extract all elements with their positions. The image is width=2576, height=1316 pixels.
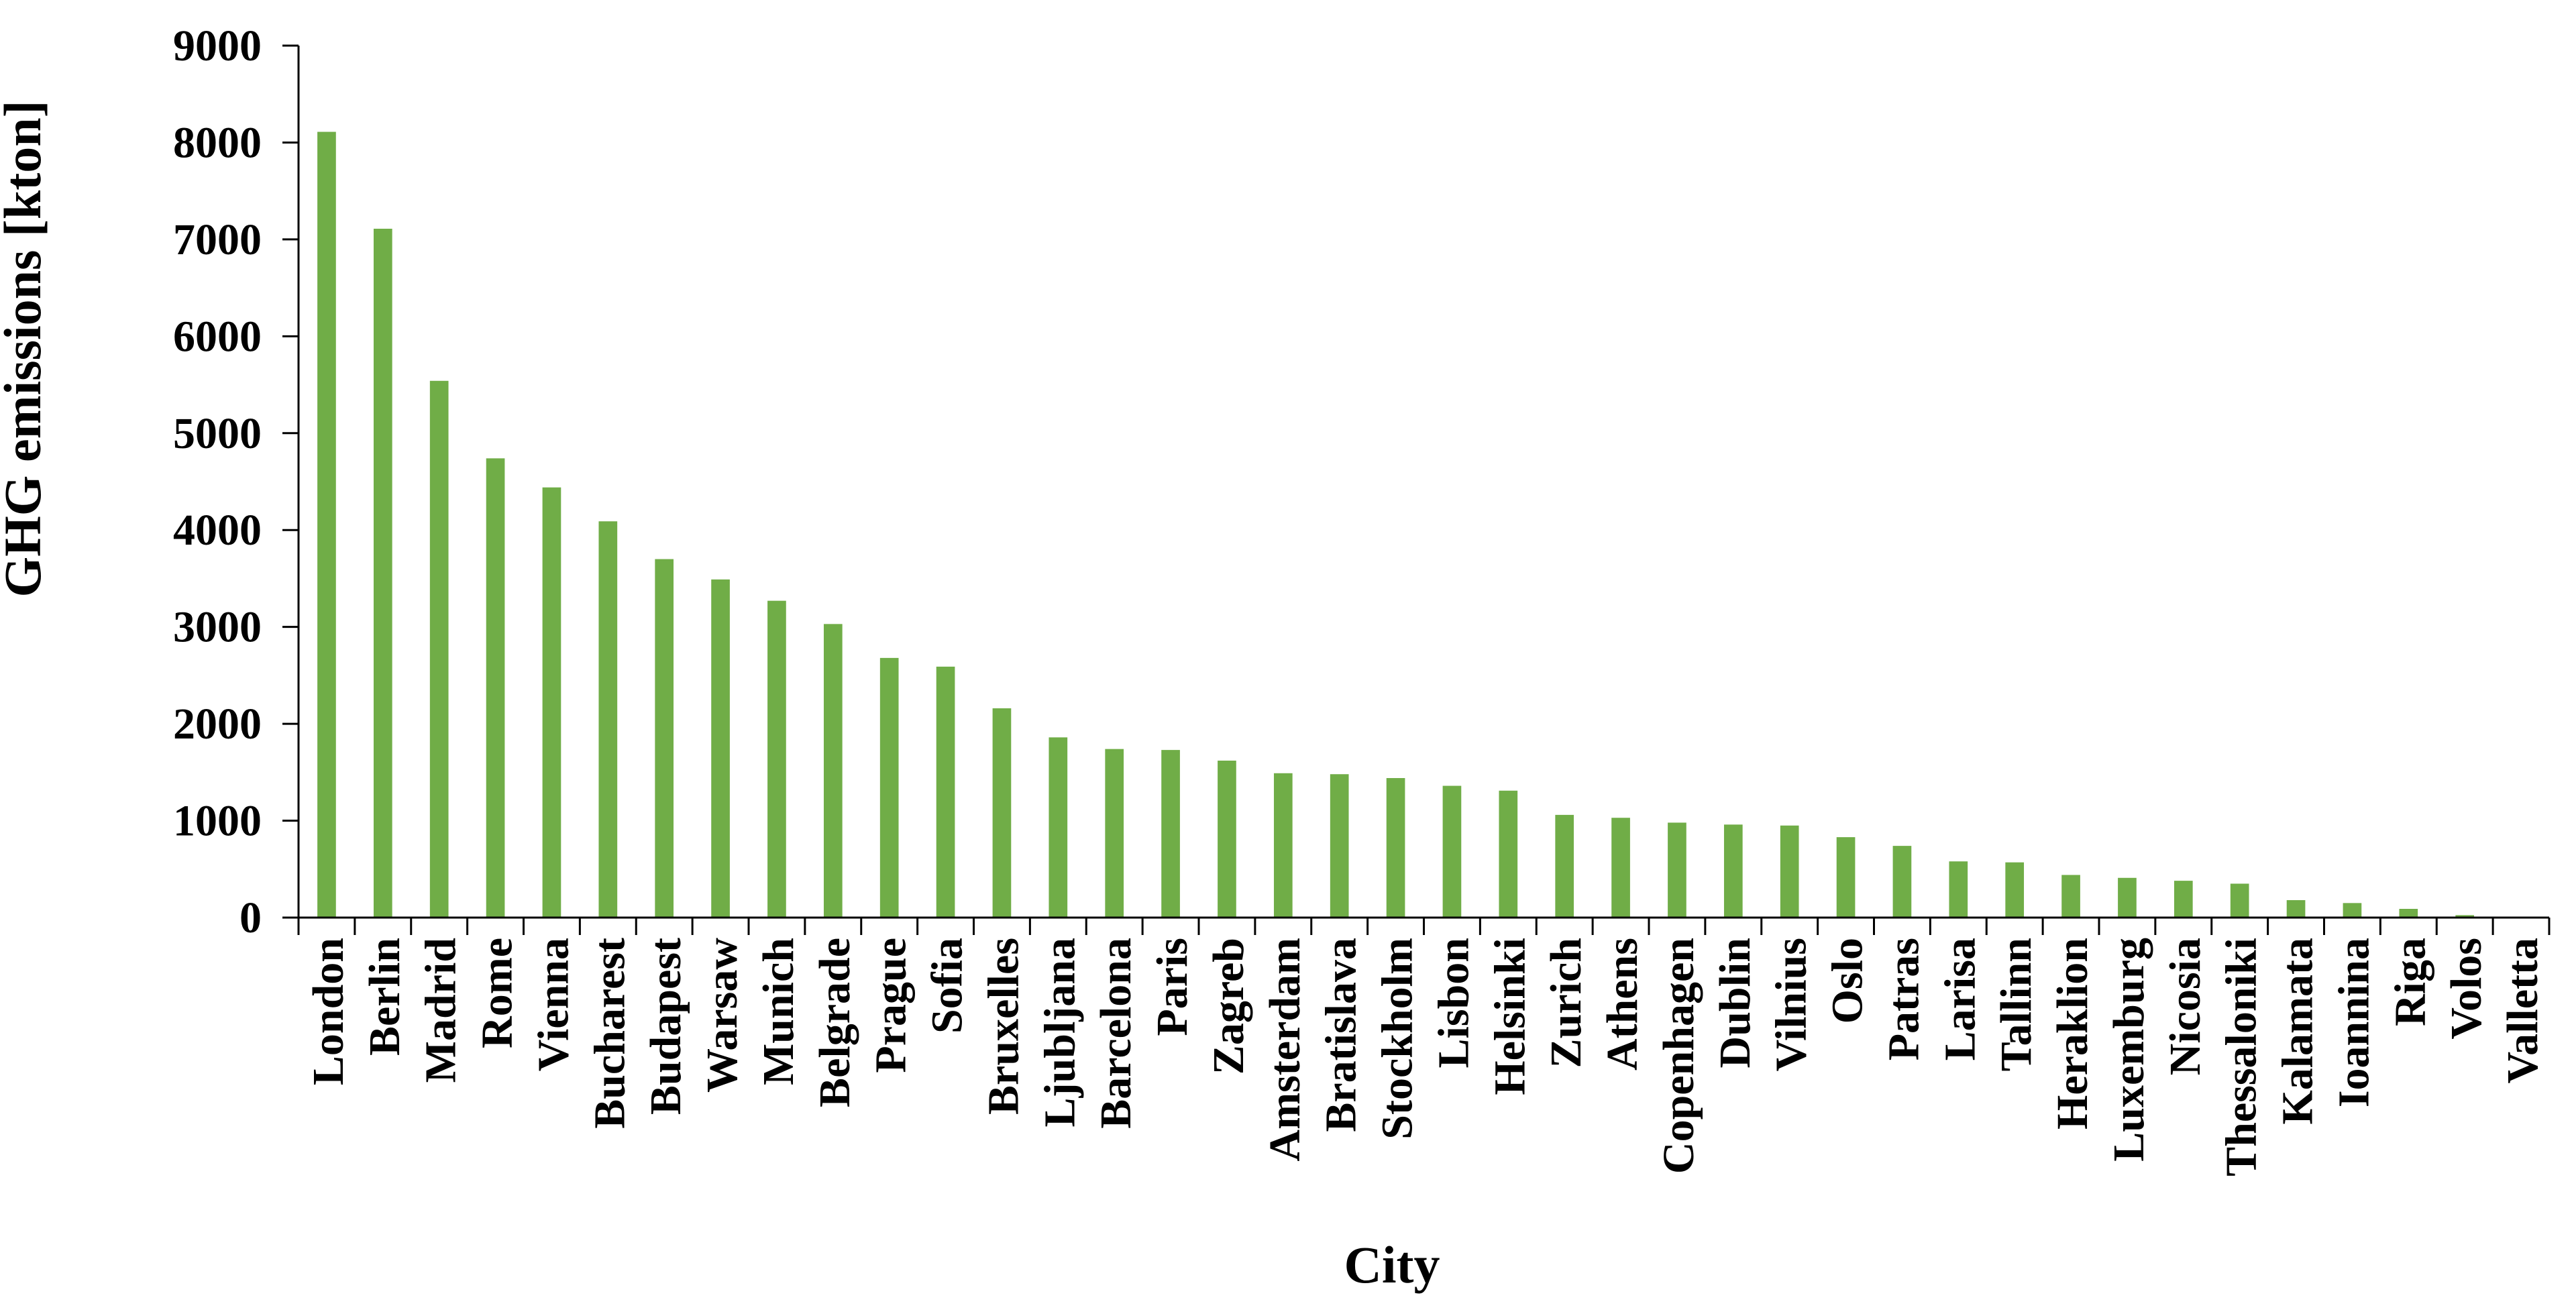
- x-tick-label: Vilnius: [1767, 938, 1816, 1071]
- bar: [936, 666, 955, 918]
- bar: [1049, 737, 1068, 918]
- x-tick-label: Nicosia: [2161, 938, 2210, 1075]
- x-tick-label: Oslo: [1823, 938, 1872, 1024]
- y-axis-title: GHG emissions [kton]: [0, 100, 52, 597]
- bar: [823, 624, 843, 918]
- bar: [2230, 883, 2249, 918]
- bar: [486, 458, 505, 918]
- y-tick-label: 3000: [173, 603, 262, 652]
- bar: [2174, 881, 2193, 918]
- y-tick-label: 7000: [173, 215, 262, 264]
- bar: [992, 708, 1012, 918]
- x-axis-ticks: London Berlin Madrid Rome Vienna Bucharest Bud…: [297, 918, 2551, 1176]
- x-axis-title: City: [1344, 1236, 1440, 1294]
- x-tick-label: Copenhagen: [1654, 938, 1703, 1174]
- x-tick-label: Prague: [867, 938, 916, 1073]
- x-tick-label: Dublin: [1711, 938, 1760, 1068]
- y-tick-label: 9000: [173, 21, 262, 70]
- x-tick-label: Madrid: [417, 938, 466, 1083]
- bar: [1611, 818, 1630, 918]
- bar: [1386, 778, 1405, 918]
- x-tick-label: Ioannina: [2329, 938, 2378, 1107]
- bar: [2061, 875, 2080, 918]
- y-tick-label: 2000: [173, 700, 262, 749]
- y-tick-label: 4000: [173, 506, 262, 555]
- bar: [1161, 750, 1180, 918]
- bar: [429, 380, 449, 918]
- x-tick-label: Lisbon: [1429, 938, 1478, 1068]
- bar: [2118, 877, 2137, 918]
- x-tick-label: Thessaloniki: [2217, 938, 2266, 1176]
- x-tick-label: Patras: [1879, 938, 1928, 1060]
- y-tick-label: 8000: [173, 118, 262, 167]
- bar: [1780, 825, 1799, 918]
- bar: [1218, 761, 1236, 918]
- x-tick-label: Zagreb: [1204, 938, 1253, 1075]
- bar: [1836, 837, 1856, 918]
- y-tick-label: 0: [239, 893, 262, 942]
- x-tick-label: Valletta: [2498, 938, 2547, 1084]
- x-tick-label: Stockholm: [1373, 938, 1422, 1140]
- x-tick-label: Warsaw: [698, 938, 747, 1093]
- bar: [1668, 822, 1686, 918]
- bar: [317, 131, 336, 918]
- x-tick-label: Heraklion: [2048, 938, 2097, 1130]
- bar: [373, 229, 392, 918]
- y-tick-label: 5000: [173, 409, 262, 458]
- x-tick-label: Rome: [473, 938, 522, 1048]
- bar: [1723, 824, 1743, 918]
- x-tick-label: Sofia: [923, 938, 972, 1034]
- x-tick-label: Budapest: [641, 938, 690, 1115]
- bar-group: [317, 131, 2475, 918]
- bar: [1105, 749, 1124, 918]
- bar: [1499, 790, 1518, 918]
- bar: [598, 521, 618, 918]
- y-axis-ticks: 0 1000 2000 3000 4000 5000 6000 7000 8000 9000: [173, 21, 299, 942]
- y-tick-label: 1000: [173, 797, 262, 846]
- bar: [711, 579, 730, 918]
- bar: [2005, 862, 2025, 918]
- bar: [1330, 774, 1349, 918]
- x-tick-label: Athens: [1598, 938, 1647, 1071]
- bar: [2455, 915, 2475, 918]
- x-tick-label: Luxemburg: [2104, 938, 2153, 1162]
- x-tick-label: Bruxelles: [979, 938, 1028, 1115]
- x-tick-label: Belgrade: [810, 938, 859, 1107]
- x-tick-label: Bratislava: [1317, 938, 1366, 1132]
- bar: [1273, 773, 1293, 918]
- y-tick-label: 6000: [173, 312, 262, 361]
- x-tick-label: Zurich: [1542, 938, 1591, 1068]
- x-tick-label: Ljubljana: [1035, 938, 1084, 1127]
- bar: [2343, 903, 2362, 918]
- bar: [1892, 846, 1912, 918]
- x-tick-label: Amsterdam: [1260, 938, 1309, 1162]
- x-tick-label: London: [304, 938, 353, 1085]
- x-tick-label: Larisa: [1935, 938, 1984, 1060]
- x-tick-label: Barcelona: [1091, 938, 1140, 1129]
- x-tick-label: Paris: [1148, 938, 1197, 1036]
- x-tick-label: Munich: [754, 938, 803, 1085]
- x-tick-label: Tallinn: [1992, 938, 2041, 1071]
- bar: [2399, 909, 2418, 918]
- bar: [542, 487, 561, 918]
- x-tick-label: Riga: [2385, 938, 2434, 1026]
- bar: [2286, 900, 2306, 918]
- x-tick-label: Bucharest: [585, 938, 634, 1129]
- x-tick-label: Kalamata: [2273, 938, 2322, 1125]
- bar: [879, 657, 899, 918]
- x-tick-label: Vienna: [529, 938, 578, 1071]
- bar: [767, 600, 786, 918]
- x-tick-label: Helsinki: [1485, 938, 1534, 1095]
- bar: [655, 559, 674, 918]
- x-tick-label: Volos: [2442, 938, 2491, 1040]
- bar: [1949, 861, 1968, 918]
- bar: [1555, 814, 1574, 918]
- x-tick-label: Berlin: [360, 938, 409, 1056]
- bar: [1442, 785, 1462, 918]
